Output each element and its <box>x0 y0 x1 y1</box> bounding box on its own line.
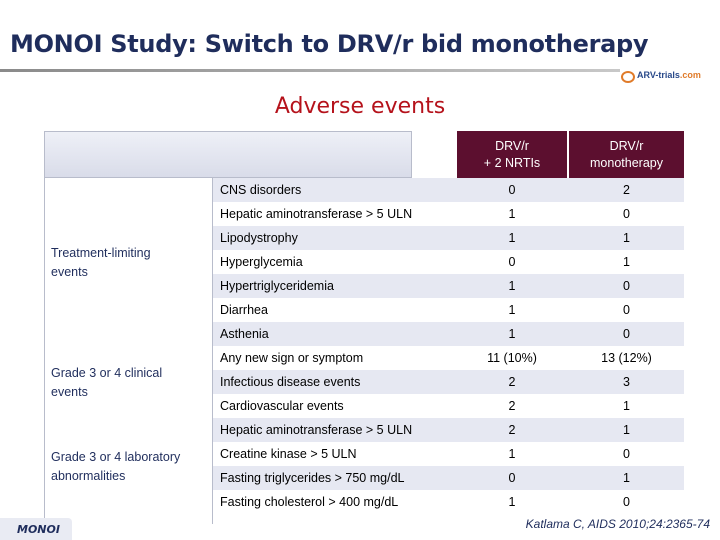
row-label: Creatine kinase > 5 ULN <box>220 447 357 461</box>
row-label: Any new sign or symptom <box>220 351 364 365</box>
cell-drv-mono: 0 <box>623 495 630 509</box>
row-label: CNS disorders <box>220 183 302 197</box>
row-label: Hepatic aminotransferase > 5 ULN <box>220 207 413 221</box>
row-label: Hepatic aminotransferase > 5 ULN <box>220 423 413 437</box>
table-row: Hepatic aminotransferase > 5 ULN 1 0 <box>213 202 684 226</box>
row-label: Lipodystrophy <box>220 231 298 245</box>
title-divider <box>0 69 620 72</box>
cell-drv-mono: 1 <box>623 399 630 413</box>
cell-drv-mono: 0 <box>623 279 630 293</box>
cell-drv-nrtis: 2 <box>508 375 516 389</box>
group-label-grade34-clinical: Grade 3 or 4 clinical events <box>51 366 163 399</box>
group-label-column: Treatment-limiting events Grade 3 or 4 c… <box>44 178 213 524</box>
column-header-line: monotherapy <box>590 155 663 170</box>
row-label: Asthenia <box>220 327 269 341</box>
table-row: Hyperglycemia 0 1 <box>213 250 684 274</box>
table-row: Fasting triglycerides > 750 mg/dL 0 1 <box>213 466 684 490</box>
table-row: Asthenia 1 0 <box>213 322 684 346</box>
column-header-drv-mono: DRV/r monotherapy <box>569 131 684 178</box>
table-row: CNS disorders 0 2 <box>213 178 684 202</box>
citation: Katlama C, AIDS 2010;24:2365-74 <box>525 517 710 531</box>
cell-drv-mono: 1 <box>623 423 630 437</box>
cell-drv-nrtis: 0 <box>508 255 516 269</box>
column-header-line: DRV/r <box>495 138 529 153</box>
cell-drv-nrtis: 2 <box>508 423 516 437</box>
cell-drv-mono: 3 <box>623 375 630 389</box>
cell-drv-nrtis: 2 <box>508 399 516 413</box>
row-label: Infectious disease events <box>220 375 361 389</box>
group-label-treatment-limiting: Treatment-limiting events <box>51 246 151 279</box>
table-row: Infectious disease events 2 3 <box>213 370 684 394</box>
cell-drv-nrtis: 1 <box>508 279 516 293</box>
cell-drv-mono: 1 <box>623 255 630 269</box>
table-header-blank <box>44 131 412 178</box>
row-label: Diarrhea <box>220 303 268 317</box>
row-label: Fasting cholesterol > 400 mg/dL <box>220 495 399 509</box>
table-row: Fasting cholesterol > 400 mg/dL 1 0 <box>213 490 684 514</box>
cell-drv-nrtis: 0 <box>508 183 516 197</box>
table-row: Diarrhea 1 0 <box>213 298 684 322</box>
cell-drv-mono: 0 <box>623 207 630 221</box>
cell-drv-nrtis: 1 <box>508 327 516 341</box>
footer-badge: MONOI <box>0 518 72 540</box>
logo-ring-icon <box>621 69 635 83</box>
table-row: Cardiovascular events 2 1 <box>213 394 684 418</box>
table-row: Hypertriglyceridemia 1 0 <box>213 274 684 298</box>
cell-drv-mono: 0 <box>623 303 630 317</box>
column-header-drv-nrtis: DRV/r + 2 NRTIs <box>457 131 567 178</box>
cell-drv-mono: 0 <box>623 447 630 461</box>
row-label: Cardiovascular events <box>220 399 344 413</box>
table-row: Hepatic aminotransferase > 5 ULN 2 1 <box>213 418 684 442</box>
slide-title: MONOI Study: Switch to DRV/r bid monothe… <box>10 30 649 58</box>
site-logo[interactable]: ARV-trials.com <box>621 69 701 83</box>
column-header-line: + 2 NRTIs <box>483 155 541 170</box>
column-header-line: DRV/r <box>609 138 644 153</box>
table-row: Lipodystrophy 1 1 <box>213 226 684 250</box>
cell-drv-mono: 2 <box>623 183 630 197</box>
cell-drv-nrtis: 1 <box>508 303 516 317</box>
cell-drv-nrtis: 0 <box>508 471 516 485</box>
cell-drv-nrtis: 1 <box>508 447 516 461</box>
logo-text: ARV-trials.com <box>637 70 701 80</box>
group-label-grade34-lab: Grade 3 or 4 laboratory abnormalities <box>51 450 181 483</box>
table-row: Creatine kinase > 5 ULN 1 0 <box>213 442 684 466</box>
table-row: Any new sign or symptom 11 (10%) 13 (12%) <box>213 346 684 370</box>
slide-subtitle: Adverse events <box>274 94 446 119</box>
row-label: Hypertriglyceridemia <box>220 279 334 293</box>
cell-drv-nrtis: 11 (10%) <box>487 351 537 365</box>
row-label: Fasting triglycerides > 750 mg/dL <box>220 471 405 485</box>
cell-drv-nrtis: 1 <box>508 207 516 221</box>
cell-drv-mono: 0 <box>623 327 630 341</box>
cell-drv-mono: 13 (12%) <box>601 351 652 365</box>
cell-drv-mono: 1 <box>623 471 630 485</box>
cell-drv-mono: 1 <box>623 231 630 245</box>
row-label: Hyperglycemia <box>220 255 303 269</box>
cell-drv-nrtis: 1 <box>508 231 516 245</box>
cell-drv-nrtis: 1 <box>508 495 516 509</box>
